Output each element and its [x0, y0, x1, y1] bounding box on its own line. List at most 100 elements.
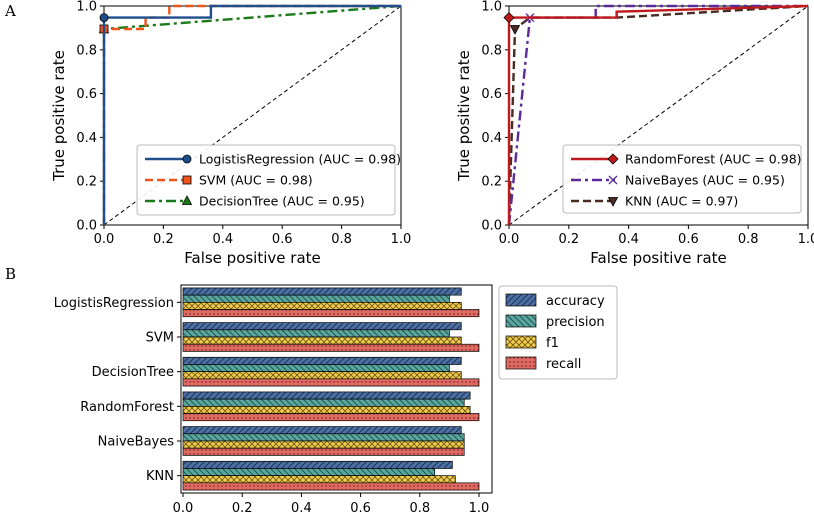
roc-marker-0	[99, 13, 109, 23]
category-label: RandomForest	[80, 400, 174, 415]
chance-diagonal	[103, 5, 402, 226]
x-tick-label: 1.0	[391, 232, 412, 247]
panel-a-letter: A	[4, 2, 16, 20]
bar-accuracy	[182, 460, 453, 469]
roc-curve-0	[102, 4, 401, 225]
bar-f1	[182, 336, 462, 345]
legend-marker-0	[182, 154, 192, 164]
legend: RandomForest (AUC = 0.98) NaiveBayes (AUC…	[562, 144, 802, 214]
x-tick-label: 0.6	[678, 232, 699, 247]
bar-f1	[182, 371, 462, 380]
x-tick-label: 0.8	[331, 232, 352, 247]
y-tick-label: 0.8	[481, 43, 502, 58]
bar-f1	[182, 405, 471, 414]
bar-precision	[182, 329, 450, 338]
bar-precision	[182, 364, 450, 373]
y-tick-label: 0.8	[76, 43, 97, 58]
x-tick-label: 0.0	[94, 232, 115, 247]
x-tick-label: 0.0	[173, 501, 194, 516]
legend-box	[562, 144, 802, 214]
legend-label-accuracy: accuracy	[546, 294, 605, 309]
legend-swatch-precision	[505, 314, 537, 328]
bar-recall	[182, 447, 465, 456]
y-tick-label: 0.2	[481, 175, 502, 190]
panel-b-letter: B	[5, 265, 16, 283]
x-tick-label: 0.4	[291, 501, 312, 516]
axes-frame	[180, 284, 493, 494]
y-axis-label: True positive rate	[455, 50, 473, 182]
bar-recall	[182, 343, 480, 352]
x-tick-label: 0.8	[738, 232, 759, 247]
bar-recall	[182, 309, 480, 318]
bar-f1	[182, 301, 462, 310]
x-tick-label: 0.8	[409, 501, 430, 516]
bar-precision	[182, 433, 465, 442]
y-tick-label: 0.0	[481, 219, 502, 234]
legend-swatch-accuracy	[505, 293, 537, 307]
legend-label-2: DecisionTree (AUC = 0.95)	[199, 194, 365, 209]
legend-marker-2	[181, 195, 193, 205]
legend-label-0: RandomForest (AUC = 0.98)	[625, 152, 802, 167]
bar-accuracy	[182, 356, 462, 365]
bar-accuracy	[182, 391, 471, 400]
x-axis-label: False positive rate	[590, 249, 727, 267]
legend-label-0: LogistisRegression (AUC = 0.98)	[199, 152, 401, 167]
roc-curve-0	[507, 4, 809, 225]
legend-label-recall: recall	[546, 357, 581, 372]
bar-accuracy	[182, 322, 462, 331]
x-tick-label: 0.4	[212, 232, 233, 247]
x-tick-label: 0.2	[558, 232, 579, 247]
bar-accuracy	[182, 287, 462, 296]
y-tick-label: 1.0	[481, 0, 502, 15]
y-tick-label: 0.6	[481, 87, 502, 102]
y-tick-label: 0.4	[481, 131, 502, 146]
chance-diagonal	[508, 5, 809, 226]
legend-box	[136, 144, 396, 216]
roc-chart-right: 0.0 0.2 0.4 0.6 0.8 1.0 0.0 0.2 0.4 0.6 0.8 1.0 Fals…	[455, 0, 814, 267]
y-tick-label: 0.6	[76, 87, 97, 102]
x-tick-label: 1.0	[469, 501, 490, 516]
category-label: NaiveBayes	[98, 435, 175, 450]
y-tick-label: 0.0	[76, 219, 97, 234]
legend-marker-1	[182, 175, 192, 185]
legend-label-1: SVM (AUC = 0.98)	[199, 173, 313, 188]
category-label: DecisionTree	[92, 365, 174, 380]
bar-precision	[182, 398, 465, 407]
x-tick-label: 0.0	[499, 232, 520, 247]
category-label: SVM	[146, 331, 174, 346]
roc-chart-left: 0.0 0.2 0.4 0.6 0.8 1.0 0.0 0.2 0.4 0.6 0.8 1.0 Fals…	[50, 0, 411, 267]
legend: accuracy precision f1 recall	[498, 285, 618, 380]
category-label: LogistisRegression	[54, 296, 174, 311]
roc-marker-2	[509, 25, 521, 35]
legend: LogistisRegression (AUC = 0.98) SVM (AUC …	[136, 144, 401, 216]
y-tick-label: 0.4	[76, 131, 97, 146]
legend-label-precision: precision	[546, 315, 605, 330]
bar-recall	[182, 378, 480, 387]
x-tick-label: 0.2	[153, 232, 174, 247]
legend-swatch-recall	[505, 356, 537, 370]
bar-precision	[182, 294, 450, 303]
x-tick-label: 0.4	[618, 232, 639, 247]
y-tick-label: 0.2	[76, 175, 97, 190]
x-tick-label: 0.6	[272, 232, 293, 247]
bar-f1	[182, 440, 465, 449]
y-axis-label: True positive rate	[50, 50, 68, 182]
legend-marker-2	[607, 197, 619, 207]
bar-recall	[182, 482, 480, 491]
x-tick-label: 1.0	[798, 232, 814, 247]
legend-label-f1: f1	[546, 336, 559, 351]
bar-f1	[182, 475, 456, 484]
bar-accuracy	[182, 426, 462, 435]
roc-curve-2	[507, 4, 809, 226]
legend-label-2: KNN (AUC = 0.97)	[625, 194, 738, 209]
x-axis-label: False positive rate	[184, 249, 321, 267]
category-label: KNN	[146, 469, 174, 484]
legend-marker-1	[608, 175, 618, 185]
legend-label-1: NaiveBayes (AUC = 0.95)	[625, 173, 785, 188]
metrics-bar-chart: LogistisRegression SVM DecisionTree RandomF…	[54, 284, 618, 516]
legend-marker-0	[607, 153, 619, 165]
roc-marker-0	[503, 12, 515, 24]
legend-swatch-f1	[505, 335, 537, 349]
bar-precision	[182, 468, 435, 477]
